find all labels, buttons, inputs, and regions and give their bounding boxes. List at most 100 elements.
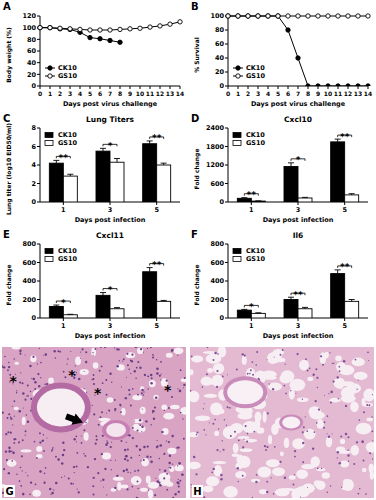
x-tick (90, 86, 91, 89)
nucleus (296, 353, 298, 355)
nucleus (227, 406, 229, 408)
nucleus (154, 406, 156, 408)
nucleus (363, 411, 365, 413)
nucleus (73, 466, 75, 468)
error-bar (302, 197, 308, 199)
nucleus (321, 468, 323, 470)
asterisk: * (9, 373, 17, 389)
x-tick (156, 202, 157, 205)
nucleus (29, 365, 32, 368)
x-tick-label: 6 (286, 90, 290, 97)
nucleus (317, 387, 318, 388)
nucleus (266, 446, 268, 448)
nucleus (142, 409, 143, 410)
point (108, 38, 112, 42)
nucleus (141, 431, 142, 432)
alveolus (289, 379, 305, 391)
alveolus (251, 479, 260, 483)
nucleus (172, 463, 173, 464)
nucleus (255, 364, 257, 366)
alveolus (204, 394, 218, 398)
x-tick-label: 5 (88, 90, 92, 97)
x-tick-label: 3 (296, 322, 301, 330)
bar (284, 167, 298, 202)
nucleus (250, 369, 252, 371)
alveolus (244, 439, 257, 443)
significance: * (108, 141, 113, 151)
bar (110, 309, 124, 318)
alveolus (311, 456, 320, 467)
nucleus (76, 436, 78, 438)
nucleus (21, 455, 23, 457)
alveolus (191, 355, 203, 362)
y-tick-label: 60 (215, 40, 225, 48)
nucleus (119, 404, 121, 406)
x-tick (100, 86, 101, 89)
alveolus (140, 386, 144, 390)
nucleus (134, 370, 136, 372)
nucleus (154, 494, 156, 496)
nucleus (140, 348, 142, 350)
x-tick (344, 202, 345, 205)
alveolus (369, 464, 374, 473)
y-tick (37, 62, 40, 63)
legend: CK10GS10 (233, 64, 266, 80)
nucleus (26, 414, 28, 416)
legend-label: GS10 (246, 255, 266, 263)
nucleus (306, 430, 308, 432)
nucleus (307, 370, 309, 372)
vessel-wall (102, 420, 130, 440)
x-tick-label: 5 (154, 322, 159, 330)
error-bar (349, 300, 355, 302)
nucleus (93, 477, 95, 479)
bar (251, 201, 265, 202)
error-cap (114, 158, 120, 159)
nucleus (8, 366, 10, 368)
x-tick-label: 12 (156, 90, 164, 97)
y-tick-label: 0 (31, 82, 36, 90)
nucleus (76, 452, 78, 454)
nucleus (129, 393, 131, 395)
nucleus (171, 349, 173, 351)
nucleus (92, 485, 94, 487)
point (296, 14, 300, 18)
nucleus (366, 404, 368, 406)
nucleus (25, 354, 26, 355)
alveolus (237, 412, 252, 419)
nucleus (80, 358, 81, 359)
x-tick-label: 9 (316, 90, 320, 97)
alveolus (137, 348, 143, 354)
alveolus (295, 486, 309, 497)
alveolus (146, 476, 151, 484)
nucleus (100, 416, 102, 418)
nucleus (220, 474, 222, 476)
x-tick (150, 86, 151, 89)
airway-lumen (227, 380, 263, 404)
significance: ** (247, 190, 257, 200)
nucleus (157, 480, 159, 482)
nucleus (95, 443, 97, 445)
nucleus (92, 494, 94, 496)
alveolus (233, 443, 239, 453)
y-tick (225, 146, 228, 147)
nucleus (307, 487, 308, 488)
nucleus (236, 368, 238, 370)
y-tick (37, 146, 40, 147)
x-tick-label: 3 (68, 90, 72, 97)
alveolus (326, 437, 332, 447)
nucleus (282, 349, 284, 351)
alveolus (203, 351, 217, 354)
nucleus (141, 389, 144, 392)
alveolus (214, 431, 219, 436)
point (276, 14, 280, 18)
nucleus (356, 441, 358, 443)
nucleus (128, 368, 130, 370)
panel-label: E (3, 229, 10, 240)
nucleus (359, 488, 361, 490)
nucleus (30, 391, 31, 392)
alveolus (207, 368, 213, 373)
y-axis-label: Fold change (193, 149, 201, 190)
nucleus (43, 434, 44, 435)
error-bar (161, 163, 167, 165)
x-tick (110, 86, 111, 89)
